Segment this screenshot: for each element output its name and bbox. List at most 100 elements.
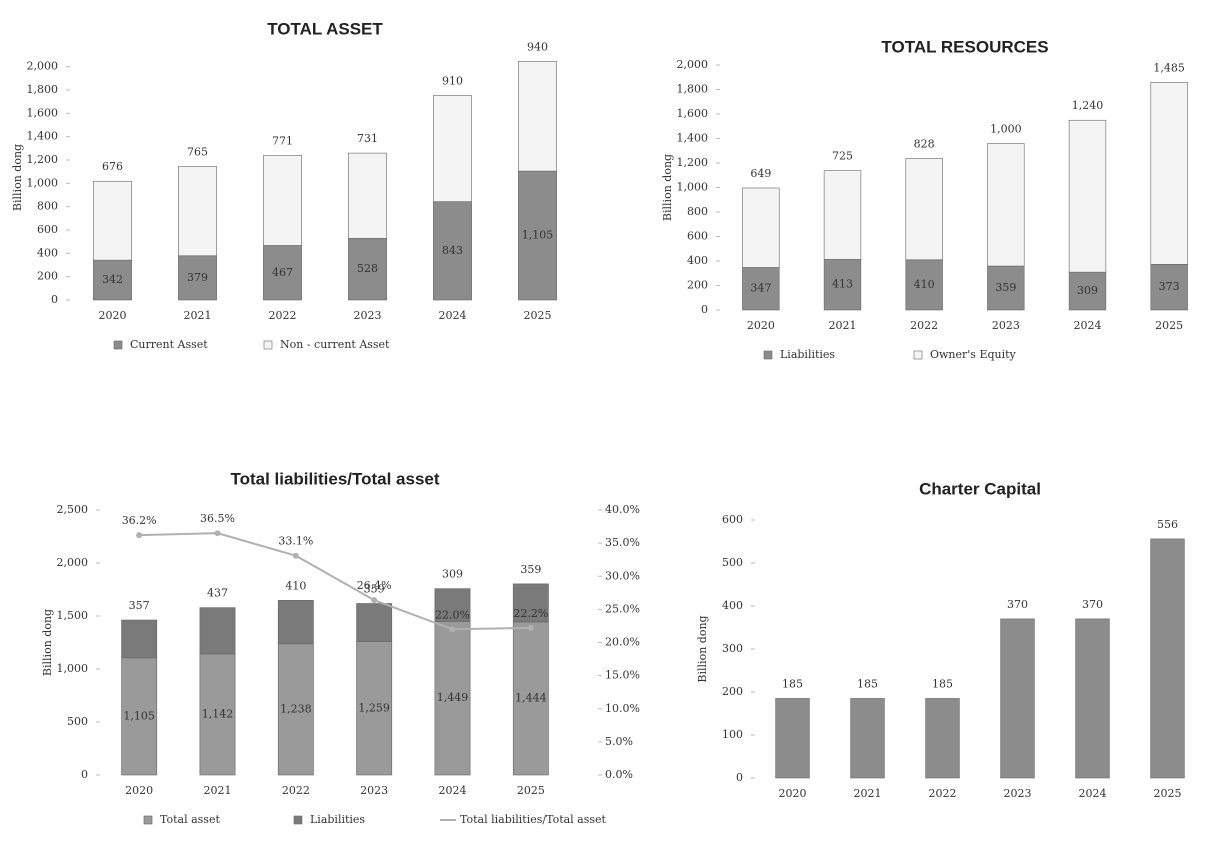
bar: [987, 143, 1025, 267]
y2-tick-label: 5.0%: [605, 735, 633, 748]
y-tick-label: 1,400: [677, 132, 709, 145]
x-tick-label: 2021: [829, 319, 857, 332]
y-tick-label: 0: [51, 293, 58, 306]
y-tick-label: 1,600: [677, 107, 709, 120]
bar: [199, 607, 236, 655]
x-tick-label: 2025: [517, 784, 545, 797]
data-label: 22.0%: [435, 608, 470, 621]
data-label: 370: [1082, 598, 1103, 611]
bar: [1068, 119, 1107, 273]
bar: [905, 259, 943, 311]
data-label: 1,444: [515, 691, 547, 704]
bar: [775, 698, 810, 779]
data-label: 771: [272, 135, 293, 148]
line-point: [527, 624, 534, 631]
data-label: 359: [364, 582, 385, 595]
bar: [905, 158, 943, 261]
bar: [93, 259, 132, 301]
data-label: 731: [357, 132, 378, 145]
x-tick-label: 2021: [204, 784, 232, 797]
bar: [1075, 618, 1110, 779]
data-label: 309: [442, 568, 463, 581]
x-tick-label: 2023: [360, 784, 388, 797]
y-tick-label: 400: [722, 599, 743, 612]
data-label: 1,238: [280, 702, 312, 715]
y-tick-label: 1,200: [677, 156, 709, 169]
data-label: 1,142: [202, 707, 234, 720]
data-label: 357: [129, 599, 150, 612]
legend-label: Owner's Equity: [930, 348, 1017, 361]
data-label: 347: [750, 282, 771, 295]
y-tick-label: 0: [701, 303, 708, 316]
data-label: 1,105: [522, 229, 554, 242]
data-label: 1,485: [1153, 61, 1185, 74]
bar: [93, 180, 132, 261]
data-label: 309: [1077, 284, 1098, 297]
x-tick-label: 2022: [910, 319, 938, 332]
y2-tick-label: 25.0%: [605, 602, 640, 615]
y-tick-label: 200: [687, 279, 708, 292]
bar: [925, 698, 960, 779]
legend-marker: [113, 340, 123, 350]
x-tick-label: 2024: [1079, 787, 1107, 800]
x-tick-label: 2024: [439, 784, 467, 797]
y-tick-label: 2,000: [677, 58, 709, 71]
x-tick-label: 2021: [854, 787, 882, 800]
data-label: 185: [932, 677, 953, 690]
y2-tick-label: 15.0%: [605, 669, 640, 682]
bar: [277, 600, 314, 645]
x-tick-label: 2024: [439, 309, 467, 322]
bar: [850, 698, 885, 779]
line-point: [371, 597, 378, 604]
x-tick-label: 2025: [1155, 319, 1183, 332]
x-tick-label: 2025: [1154, 787, 1182, 800]
line-point: [449, 626, 456, 633]
legend-label: Total liabilities/Total asset: [460, 813, 607, 826]
line-point: [214, 530, 221, 537]
y-axis-label: Billion dong: [661, 154, 674, 221]
bar: [823, 170, 862, 260]
y-tick-label: 1,600: [27, 106, 59, 119]
bar: [434, 621, 471, 776]
legend-marker: [263, 340, 273, 350]
y-tick-label: 300: [722, 642, 743, 655]
legend-label: Current Asset: [130, 338, 208, 351]
y-tick-label: 1,400: [27, 130, 59, 143]
line-point: [292, 552, 299, 559]
chart-title: TOTAL ASSET: [267, 19, 383, 38]
bar: [1000, 618, 1035, 779]
bar: [121, 619, 158, 659]
bar: [1150, 264, 1188, 311]
y-tick-label: 0: [81, 768, 88, 781]
data-label: 828: [914, 137, 935, 150]
x-tick-label: 2023: [992, 319, 1020, 332]
data-label: 725: [832, 150, 853, 163]
y-tick-label: 1,200: [27, 153, 59, 166]
y2-tick-label: 10.0%: [605, 702, 640, 715]
x-tick-label: 2022: [929, 787, 957, 800]
y-tick-label: 800: [687, 205, 708, 218]
legend-marker: [763, 350, 773, 360]
x-tick-label: 2020: [779, 787, 807, 800]
bar: [199, 653, 236, 776]
data-label: 185: [782, 677, 803, 690]
legend-label: Total asset: [160, 813, 220, 826]
y-tick-label: 200: [722, 685, 743, 698]
y-tick-label: 200: [37, 270, 58, 283]
y-axis-label: Billion dong: [41, 609, 54, 676]
x-tick-label: 2023: [1004, 787, 1032, 800]
data-label: 437: [207, 587, 228, 600]
bar: [987, 265, 1025, 311]
y2-tick-label: 40.0%: [605, 503, 640, 516]
y-tick-label: 100: [722, 728, 743, 741]
y-axis-label: Billion dong: [11, 144, 24, 211]
bar: [434, 588, 471, 622]
data-label: 33.1%: [278, 535, 313, 548]
legend-label: Non - current Asset: [280, 338, 390, 351]
y-tick-label: 400: [37, 246, 58, 259]
legend-marker: [913, 350, 923, 360]
data-label: 410: [914, 278, 935, 291]
y-tick-label: 500: [67, 715, 88, 728]
bar: [356, 603, 393, 642]
data-label: 36.5%: [200, 512, 235, 525]
